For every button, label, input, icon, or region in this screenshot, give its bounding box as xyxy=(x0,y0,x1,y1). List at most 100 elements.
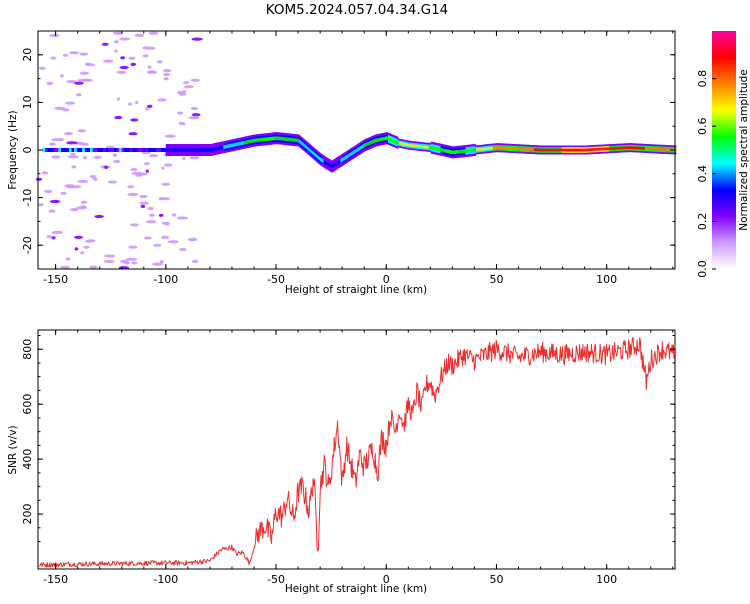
ridge-cell xyxy=(294,138,297,142)
x-tick-label: -50 xyxy=(267,273,285,286)
ridge-cell xyxy=(531,148,534,151)
ridge-cell xyxy=(210,148,213,152)
noise-speckle xyxy=(82,156,88,160)
ridge-cell xyxy=(237,142,239,146)
ridge-cell xyxy=(280,136,283,141)
ridge-cell xyxy=(643,147,646,150)
ridge-cell xyxy=(417,144,420,148)
ridge-cell xyxy=(270,137,272,141)
ridge-cell xyxy=(282,137,285,141)
ridge-cell xyxy=(171,148,174,152)
ridge-cell xyxy=(315,153,318,158)
noise-speckle xyxy=(176,90,185,95)
ridge-cell xyxy=(182,148,185,152)
ridge-cell xyxy=(245,140,247,145)
ridge-cell xyxy=(516,147,518,150)
ridge-cell xyxy=(506,146,508,150)
y-tick-label: 20 xyxy=(21,48,34,62)
ridge-cell xyxy=(625,146,627,150)
ridge-cell xyxy=(540,148,543,152)
noise-speckle xyxy=(146,220,157,224)
ridge-cell xyxy=(480,148,482,151)
ridge-cell xyxy=(200,148,203,152)
noise-speckle xyxy=(145,169,149,173)
ridge-cell xyxy=(323,159,326,164)
ridge-cell xyxy=(238,142,240,146)
ridge-cell xyxy=(562,148,565,152)
ridge-cell xyxy=(448,149,451,154)
ridge-cell xyxy=(622,146,624,150)
ridge-cell xyxy=(164,148,168,152)
ridge-cell xyxy=(332,164,335,168)
ridge-cell xyxy=(632,146,634,150)
ridge-cell xyxy=(258,138,260,142)
ridge-cell xyxy=(180,148,183,152)
ridge-cell xyxy=(140,148,144,152)
ridge-cell xyxy=(359,146,361,151)
noise-speckle xyxy=(128,56,136,60)
ridge-cell xyxy=(74,148,78,152)
ridge-cell xyxy=(213,147,216,151)
ridge-cell xyxy=(266,137,268,141)
ridge-cell xyxy=(373,139,375,144)
ridge-cell xyxy=(574,148,577,152)
ridge-cell xyxy=(268,137,270,141)
ridge-cell xyxy=(249,139,251,144)
ridge-cell xyxy=(386,136,388,140)
noise-speckle xyxy=(148,154,159,158)
ridge-cell xyxy=(343,156,345,161)
ridge-cell xyxy=(269,137,271,141)
ridge-cell xyxy=(557,148,560,152)
ridge-cell xyxy=(156,148,160,152)
ridge-cell xyxy=(279,136,282,141)
ridge-cell xyxy=(570,148,573,152)
ridge-cell xyxy=(401,142,404,146)
noise-speckle xyxy=(191,113,201,117)
ridge-cell xyxy=(425,145,428,149)
ridge-cell xyxy=(207,148,210,152)
noise-speckle xyxy=(46,235,53,239)
noise-speckle xyxy=(59,74,64,78)
ridge-cell xyxy=(222,145,224,150)
ridge-cell xyxy=(181,148,184,152)
ridge-cell xyxy=(300,141,303,145)
ridge-cell xyxy=(546,148,549,152)
ridge-cell xyxy=(487,147,489,150)
ridge-cell xyxy=(444,148,447,153)
ridge-cell xyxy=(461,149,463,154)
ridge-cell xyxy=(326,161,329,166)
noise-speckle xyxy=(35,177,43,181)
ridge-cell xyxy=(539,148,542,152)
x-tick-label: 50 xyxy=(489,273,503,286)
noise-speckle xyxy=(139,201,149,205)
ridge-cell xyxy=(177,148,180,152)
noise-speckle xyxy=(127,185,135,189)
ridge-cell xyxy=(330,164,333,168)
ridge-cell xyxy=(257,138,259,142)
ridge-cell xyxy=(489,147,491,150)
ridge-cell xyxy=(399,142,402,145)
ridge-cell xyxy=(594,148,596,151)
ridge-cell xyxy=(547,148,550,152)
ridge-cell xyxy=(624,146,626,150)
noise-speckle xyxy=(49,199,61,204)
ridge-cell xyxy=(316,154,319,159)
ridge-cell xyxy=(312,151,315,155)
ridge-cell xyxy=(198,148,201,152)
ridge-cell xyxy=(523,147,526,151)
ridge-cell xyxy=(337,160,339,165)
ridge-cell xyxy=(412,144,415,148)
ridge-cell xyxy=(655,147,658,151)
noise-speckle xyxy=(104,165,108,169)
ridge-cell xyxy=(351,151,353,156)
colorbar-tick-label: 0.2 xyxy=(696,213,709,231)
noise-speckle xyxy=(76,206,88,210)
noise-speckle xyxy=(192,115,200,119)
ridge-cell xyxy=(227,144,229,148)
ridge-cell xyxy=(665,148,668,151)
ridge-cell xyxy=(272,136,274,141)
noise-speckle xyxy=(128,132,138,136)
ridge-cell xyxy=(158,148,162,152)
noise-speckle xyxy=(85,63,95,67)
